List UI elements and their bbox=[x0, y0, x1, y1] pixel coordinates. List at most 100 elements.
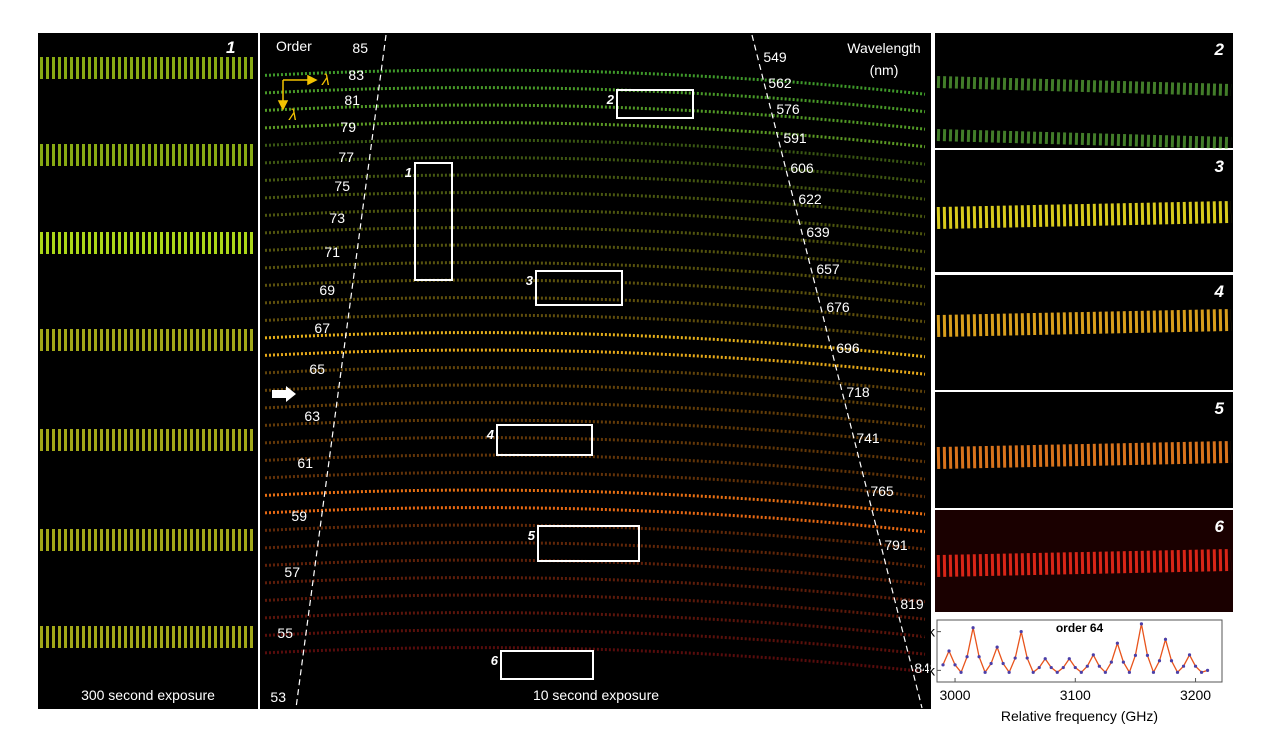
data-point bbox=[1157, 659, 1162, 663]
wavelength-title: Wavelength bbox=[847, 40, 920, 56]
data-point bbox=[1025, 656, 1029, 660]
fringe-row bbox=[936, 309, 1232, 337]
panel-label: 1 bbox=[226, 38, 235, 57]
left-panel bbox=[38, 33, 258, 709]
wavelength-unit: (nm) bbox=[870, 62, 899, 78]
y-tick-label: 2k bbox=[920, 624, 936, 640]
order-label: 59 bbox=[291, 508, 307, 524]
data-point bbox=[1139, 622, 1144, 626]
roi-box bbox=[496, 424, 593, 456]
data-point bbox=[1013, 656, 1017, 660]
roi-box bbox=[414, 162, 453, 281]
data-point bbox=[1181, 664, 1186, 668]
wavelength-label: 765 bbox=[870, 483, 894, 499]
roi-box bbox=[535, 270, 623, 306]
order-label: 63 bbox=[304, 408, 320, 424]
data-point bbox=[1043, 657, 1047, 661]
order-label: 69 bbox=[319, 282, 335, 298]
panel-label: 4 bbox=[1214, 282, 1225, 301]
roi-box bbox=[500, 650, 594, 680]
wavelength-label: 848 bbox=[914, 660, 938, 676]
data-point bbox=[1007, 670, 1011, 674]
wavelength-label: 676 bbox=[826, 299, 850, 315]
data-point bbox=[1169, 659, 1174, 663]
order-label: 71 bbox=[324, 244, 340, 260]
data-point bbox=[1091, 653, 1095, 657]
order-label: 85 bbox=[352, 40, 368, 56]
wavelength-label: 819 bbox=[900, 596, 924, 612]
order-label: 77 bbox=[338, 149, 354, 165]
order-label: 55 bbox=[277, 625, 293, 641]
order-label: 75 bbox=[334, 178, 350, 194]
panel-label: 6 bbox=[1215, 517, 1225, 536]
data-point bbox=[1097, 664, 1101, 668]
caption: 300 second exposure bbox=[81, 687, 215, 703]
roi-box bbox=[537, 525, 640, 562]
wavelength-label: 562 bbox=[768, 75, 792, 91]
lambda-symbol: λ bbox=[288, 107, 297, 124]
wavelength-label: 741 bbox=[856, 430, 880, 446]
plot-frame bbox=[936, 619, 1223, 683]
axis-arrows bbox=[277, 74, 318, 111]
x-tick-label: 3100 bbox=[1060, 687, 1091, 703]
data-point bbox=[977, 655, 981, 659]
order-label: 57 bbox=[284, 564, 300, 580]
roi-label: 1 bbox=[405, 165, 412, 180]
order-label: 65 bbox=[309, 361, 325, 377]
data-point bbox=[1049, 665, 1053, 670]
left-streaks bbox=[40, 57, 256, 648]
data-point bbox=[959, 670, 963, 674]
x-tick-label: 3200 bbox=[1180, 687, 1211, 703]
data-point bbox=[1085, 664, 1089, 668]
wavelength-label: 791 bbox=[884, 537, 908, 553]
lambda-symbol: λ bbox=[321, 72, 330, 89]
order-label: 73 bbox=[329, 210, 345, 226]
panel-label: 3 bbox=[1215, 157, 1225, 176]
data-point bbox=[1079, 670, 1083, 674]
order-label: 53 bbox=[270, 689, 286, 705]
edge-line bbox=[751, 34, 923, 709]
data-point bbox=[1121, 660, 1125, 664]
right-panels bbox=[935, 33, 1233, 612]
data-point bbox=[941, 663, 945, 667]
data-point bbox=[1175, 670, 1180, 674]
fringe-row bbox=[936, 129, 1232, 149]
data-point bbox=[1163, 637, 1168, 641]
data-point bbox=[1103, 670, 1107, 674]
panel-label: 5 bbox=[1215, 399, 1225, 418]
data-point bbox=[1205, 668, 1210, 672]
roi-label: 6 bbox=[491, 653, 499, 668]
data-point bbox=[1193, 664, 1198, 668]
data-point bbox=[947, 649, 951, 653]
center-panel bbox=[260, 33, 931, 709]
order-title: Order bbox=[276, 38, 312, 54]
data-point bbox=[1031, 670, 1035, 674]
x-axis-label: Relative frequency (GHz) bbox=[1001, 708, 1158, 724]
data-point bbox=[1151, 670, 1156, 674]
fringe-row bbox=[936, 76, 1232, 96]
data-point bbox=[965, 655, 969, 659]
center-orders bbox=[264, 34, 926, 709]
data-point bbox=[1055, 670, 1059, 674]
wavelength-label: 639 bbox=[806, 224, 830, 240]
order-label: 83 bbox=[348, 67, 364, 83]
data-point bbox=[1109, 660, 1113, 664]
data-point bbox=[953, 663, 957, 667]
wavelength-label: 718 bbox=[846, 384, 870, 400]
data-point bbox=[989, 661, 993, 666]
data-point bbox=[1037, 665, 1041, 670]
fringe-row bbox=[936, 549, 1232, 577]
data-point bbox=[1019, 630, 1023, 634]
roi-label: 3 bbox=[526, 273, 534, 288]
x-tick-label: 3000 bbox=[939, 687, 970, 703]
roi-box bbox=[616, 89, 694, 119]
chart-title: order 64 bbox=[1056, 621, 1104, 635]
fringe-row bbox=[936, 441, 1232, 469]
wavelength-label: 606 bbox=[790, 160, 814, 176]
caption: 10 second exposure bbox=[533, 687, 659, 703]
data-point bbox=[971, 626, 975, 630]
data-point bbox=[1187, 653, 1192, 657]
wavelength-label: 576 bbox=[776, 101, 800, 117]
data-point bbox=[1115, 641, 1119, 645]
